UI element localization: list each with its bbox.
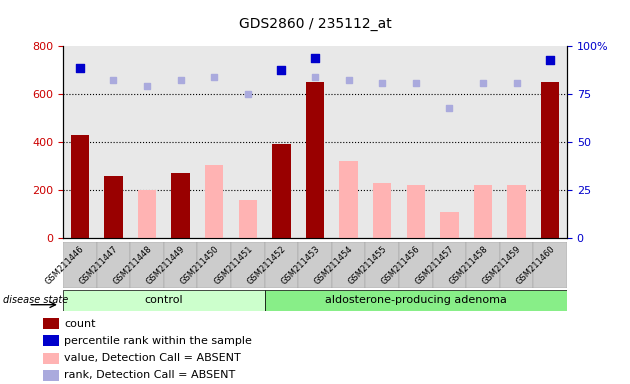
Text: GSM211449: GSM211449 [145, 244, 187, 286]
Point [142, 83, 152, 89]
Bar [164, 242, 197, 288]
Bar [399, 242, 433, 288]
Bar [466, 242, 500, 288]
Text: GSM211448: GSM211448 [112, 244, 153, 286]
Text: GSM211446: GSM211446 [44, 244, 86, 286]
Text: GSM211458: GSM211458 [447, 244, 490, 286]
Point [277, 67, 287, 73]
Bar [63, 242, 96, 288]
Point [512, 79, 522, 86]
Point [377, 79, 387, 86]
Text: aldosterone-producing adenoma: aldosterone-producing adenoma [325, 295, 507, 306]
Text: disease state: disease state [3, 295, 69, 305]
Bar [541, 82, 559, 238]
Point [75, 65, 85, 71]
Bar [306, 82, 324, 238]
Bar [239, 200, 257, 238]
Point [343, 76, 353, 83]
Bar [71, 135, 89, 238]
Text: percentile rank within the sample: percentile rank within the sample [64, 336, 252, 346]
Text: GSM211456: GSM211456 [380, 244, 422, 286]
Bar [197, 242, 231, 288]
Bar [63, 290, 265, 311]
Text: GSM211451: GSM211451 [212, 244, 254, 286]
Bar [440, 212, 459, 238]
Point [444, 106, 454, 112]
Bar [332, 242, 365, 288]
Bar [507, 185, 526, 238]
Bar [43, 318, 59, 329]
Bar [171, 173, 190, 238]
Text: control: control [144, 295, 183, 306]
Point [176, 76, 186, 83]
Text: GDS2860 / 235112_at: GDS2860 / 235112_at [239, 17, 391, 31]
Text: GSM211453: GSM211453 [279, 244, 321, 286]
Bar [298, 242, 332, 288]
Bar [265, 290, 567, 311]
Text: GSM211455: GSM211455 [346, 244, 389, 286]
Bar [130, 242, 164, 288]
Bar [534, 242, 567, 288]
Text: GSM211460: GSM211460 [515, 244, 556, 286]
Point [545, 58, 555, 64]
Text: GSM211457: GSM211457 [414, 244, 455, 286]
Point [310, 55, 320, 61]
Text: GSM211452: GSM211452 [246, 244, 288, 286]
Bar [500, 242, 534, 288]
Text: GSM211459: GSM211459 [481, 244, 523, 286]
Bar [231, 242, 265, 288]
Text: rank, Detection Call = ABSENT: rank, Detection Call = ABSENT [64, 370, 236, 381]
Bar [373, 183, 391, 238]
Bar [365, 242, 399, 288]
Point [478, 79, 488, 86]
Bar [272, 144, 290, 238]
Bar [433, 242, 466, 288]
Text: count: count [64, 318, 96, 329]
Point [209, 74, 219, 80]
Bar [205, 165, 224, 238]
Point [243, 91, 253, 97]
Bar [265, 242, 298, 288]
Bar [96, 242, 130, 288]
Bar [43, 335, 59, 346]
Text: GSM211454: GSM211454 [313, 244, 355, 286]
Point [411, 79, 421, 86]
Bar [406, 185, 425, 238]
Text: GSM211450: GSM211450 [178, 244, 220, 286]
Bar [43, 353, 59, 364]
Point [310, 74, 320, 80]
Bar [340, 161, 358, 238]
Bar [43, 370, 59, 381]
Bar [104, 176, 123, 238]
Bar [138, 190, 156, 238]
Bar [474, 185, 492, 238]
Point [108, 76, 118, 83]
Text: value, Detection Call = ABSENT: value, Detection Call = ABSENT [64, 353, 241, 363]
Text: GSM211447: GSM211447 [77, 244, 120, 286]
